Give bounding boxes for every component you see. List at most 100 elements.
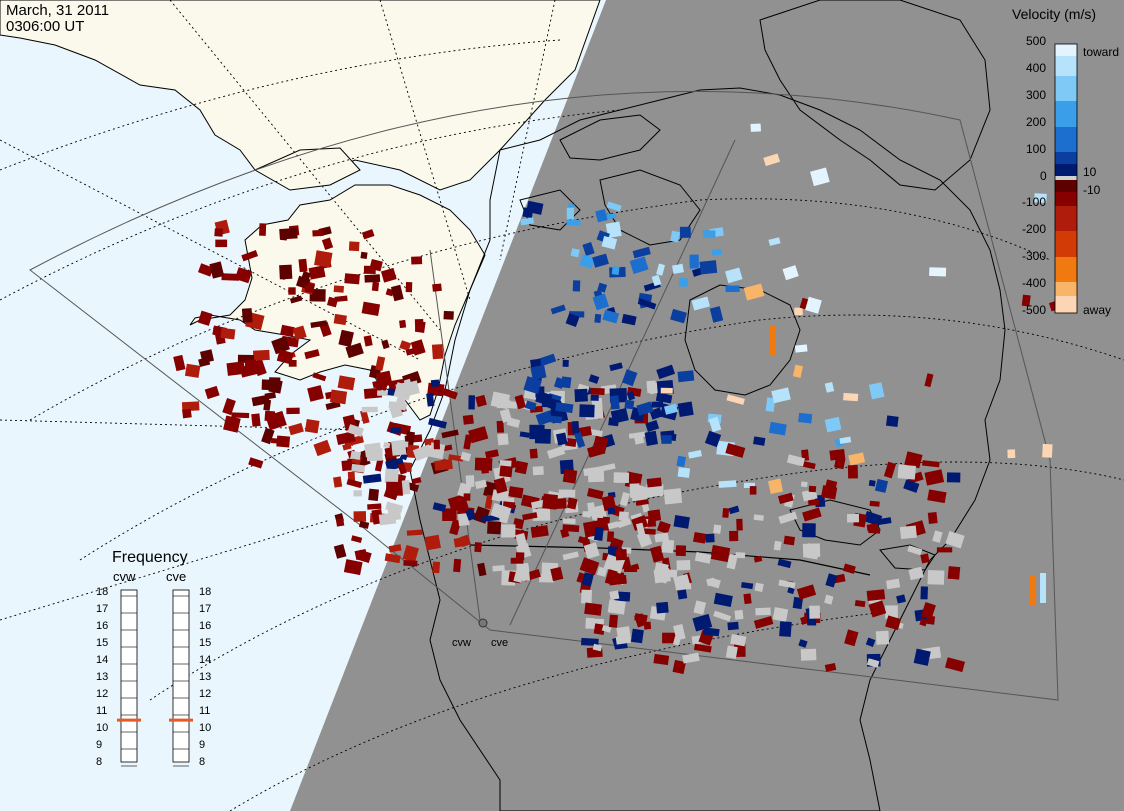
velocity-cell [442, 444, 453, 452]
velocity-cell [345, 342, 364, 359]
velocity-cell [653, 653, 670, 666]
velocity-cell [735, 552, 746, 559]
velocity-cell [824, 381, 835, 393]
velocity-cell [656, 364, 676, 380]
velocity-cell [661, 435, 672, 444]
velocity-cell [924, 373, 934, 388]
velocity-cell [535, 390, 553, 406]
velocity-cell [713, 524, 722, 534]
velocity-cell [755, 607, 771, 616]
frequency-scale-label: 11 [199, 705, 211, 717]
velocity-tick: 300 [1026, 88, 1047, 102]
velocity-cell [749, 486, 757, 495]
velocity-cell [363, 265, 376, 275]
velocity-cell [885, 415, 899, 428]
velocity-cell [792, 364, 804, 378]
velocity-cell [616, 626, 632, 642]
velocity-cell [538, 353, 557, 367]
velocity-cell [582, 242, 595, 256]
frequency-scale-label: 14 [199, 654, 212, 666]
velocity-cell [927, 570, 945, 585]
frequency-scale-label: 16 [96, 620, 109, 632]
velocity-cell [608, 614, 619, 628]
velocity-cell [480, 460, 489, 474]
velocity-cell [763, 153, 781, 167]
velocity-cell [611, 266, 620, 275]
velocity-cell [922, 460, 940, 468]
velocity-cell [571, 420, 580, 434]
velocity-cell [582, 510, 592, 518]
velocity-cell [726, 394, 745, 405]
velocity-cell [430, 379, 440, 387]
velocity-cell [579, 254, 595, 269]
velocity-cell [899, 525, 917, 540]
velocity-cell [705, 533, 715, 543]
velocity-cell [699, 260, 718, 275]
velocity-cell [786, 454, 806, 467]
velocity-cell [342, 443, 352, 451]
velocity-cell [725, 267, 743, 284]
velocity-cell [607, 507, 616, 515]
velocity-cell [725, 645, 738, 659]
frequency-scale-label: 16 [199, 620, 212, 632]
frequency-scale-label: 12 [96, 688, 109, 700]
greenland-outline [759, 0, 991, 191]
velocity-cell [348, 241, 360, 252]
velocity-cell [241, 250, 259, 262]
velocity-cell [626, 391, 636, 401]
velocity-cell [351, 463, 366, 473]
velocity-cell [842, 563, 856, 574]
velocity-cell [493, 477, 508, 494]
velocity-cell [765, 397, 776, 412]
velocity-cell [268, 377, 281, 392]
velocity-cell [360, 251, 368, 260]
velocity-cell [329, 389, 348, 405]
velocity-cell [405, 282, 413, 293]
velocity-cell [453, 537, 463, 548]
velocity-cell [406, 529, 423, 536]
velocity-cell [405, 345, 423, 356]
velocity-cell [477, 562, 487, 577]
velocity-cell [770, 325, 776, 355]
velocity-cell [520, 565, 530, 582]
velocity-cell [704, 430, 722, 448]
velocity-cell [713, 610, 732, 622]
velocity-cell [619, 491, 630, 507]
velocity-cell [768, 478, 783, 495]
velocity-cell [592, 435, 609, 452]
velocity-cell [337, 375, 356, 391]
velocity-cell [773, 540, 782, 551]
frequency-scale-label: 17 [96, 603, 109, 615]
velocity-cell [360, 409, 370, 424]
toward-label: toward [1083, 45, 1120, 59]
velocity-cell [606, 201, 622, 212]
velocity-cell [530, 499, 546, 509]
date-label: March, 31 2011 [6, 2, 110, 19]
velocity-cell [794, 344, 808, 353]
frequency-scale-label: 9 [96, 739, 103, 751]
velocity-cell [607, 521, 620, 530]
velocity-cell [448, 454, 464, 462]
radar-site-marker [478, 618, 488, 628]
velocity-cell [383, 441, 391, 449]
velocity-cell [634, 613, 648, 623]
velocity-cell [555, 432, 568, 446]
velocity-cell [581, 572, 594, 587]
velocity-cell [736, 518, 743, 531]
velocity-cell [885, 605, 898, 619]
velocity-cell [733, 643, 746, 657]
velocity-cell [608, 574, 627, 586]
velocity-cell [595, 208, 608, 223]
velocity-cell [338, 329, 354, 348]
velocity-cell [839, 436, 852, 445]
velocity-cell [907, 545, 923, 556]
velocity-cell [677, 467, 691, 478]
velocity-cell [566, 207, 574, 220]
velocity-cell [787, 587, 795, 595]
velocity-inner-tick: -10 [1083, 183, 1101, 197]
velocity-cell [344, 273, 360, 285]
velocity-cell [679, 226, 691, 238]
velocity-cell [636, 401, 654, 416]
frequency-scale-label: 12 [199, 688, 212, 700]
